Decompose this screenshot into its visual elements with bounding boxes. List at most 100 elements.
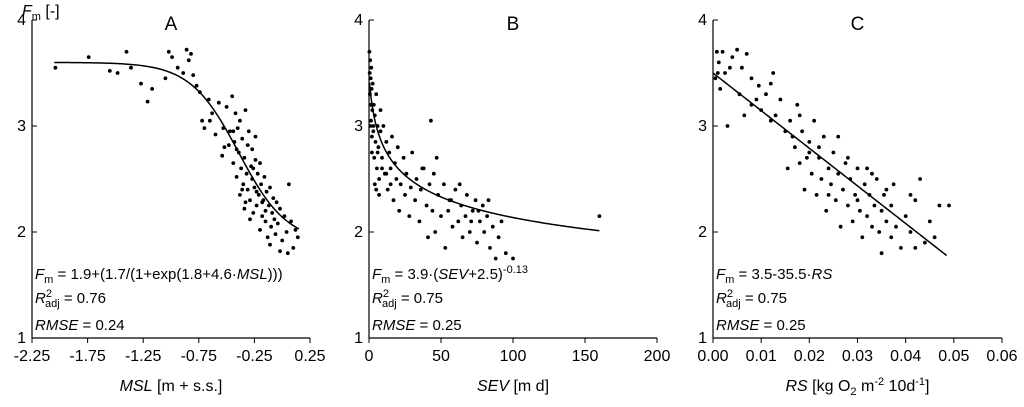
- data-point: [186, 58, 191, 63]
- data-point: [407, 214, 412, 219]
- data-point: [740, 65, 744, 70]
- y-tick-label: 4: [354, 12, 363, 29]
- data-point: [390, 134, 394, 139]
- y-tick-label: 1: [698, 330, 707, 347]
- data-point: [807, 140, 812, 144]
- x-tick-label: -2.25: [14, 348, 51, 365]
- data-point: [735, 47, 739, 52]
- data-point: [241, 182, 246, 187]
- data-point: [853, 193, 857, 197]
- data-point: [446, 208, 451, 213]
- data-point: [370, 150, 374, 155]
- data-point: [858, 208, 862, 213]
- data-point: [269, 224, 273, 229]
- data-point: [819, 177, 824, 181]
- data-point: [289, 219, 293, 224]
- x-axis-title: MSL [m + s.s.]: [120, 378, 223, 395]
- data-point: [184, 47, 189, 52]
- data-point: [371, 129, 376, 134]
- data-point: [270, 211, 275, 215]
- x-tick-label: -0.75: [181, 348, 218, 365]
- data-point: [263, 219, 268, 224]
- data-point: [202, 126, 207, 130]
- data-point: [456, 219, 461, 224]
- data-point: [250, 147, 255, 152]
- data-point: [398, 182, 403, 187]
- data-point: [380, 155, 384, 160]
- data-point: [278, 206, 282, 211]
- data-point: [843, 161, 848, 166]
- data-point: [889, 203, 894, 208]
- data-point: [511, 256, 515, 261]
- data-point: [395, 145, 400, 150]
- data-point: [234, 175, 239, 179]
- data-point: [208, 118, 212, 123]
- data-point: [493, 256, 498, 261]
- data-point: [293, 228, 298, 232]
- data-point: [467, 230, 472, 234]
- fit-equation: Fm = 3.9·(SEV+2.5)-0.13: [372, 264, 528, 286]
- data-point: [795, 102, 800, 107]
- data-point: [206, 97, 211, 102]
- data-point: [908, 193, 913, 197]
- data-point: [282, 214, 287, 219]
- x-tick-label: 50: [432, 348, 450, 365]
- x-tick-label: -1.75: [69, 348, 106, 365]
- data-point: [274, 200, 279, 205]
- x-tick-label: 0.01: [746, 348, 777, 365]
- data-point: [258, 228, 262, 232]
- data-point: [271, 196, 276, 201]
- panel-b: 1 2 3 4 0 50 100 150 200 B Fm = 3.9·(SEV+2.5)-0.13…: [354, 12, 670, 395]
- r2-adj: R2 adj = 0.75: [372, 288, 443, 310]
- data-point: [381, 124, 386, 128]
- data-point: [368, 124, 373, 128]
- data-point: [872, 203, 877, 208]
- x-tick-label: 0.00: [697, 348, 728, 365]
- data-point: [788, 118, 792, 123]
- data-point: [226, 143, 231, 148]
- data-point: [372, 155, 377, 160]
- data-point: [453, 187, 458, 192]
- data-point: [254, 189, 259, 194]
- data-point: [375, 150, 380, 155]
- x-axis-title: RS [kg O2 m-2 10d-1]: [786, 376, 930, 398]
- data-point: [749, 76, 754, 81]
- data-point: [258, 161, 262, 166]
- data-point: [252, 185, 257, 190]
- data-point: [175, 65, 180, 70]
- data-point: [401, 155, 406, 160]
- data-point: [238, 193, 242, 197]
- data-point: [230, 94, 235, 99]
- data-point: [728, 65, 732, 70]
- data-point: [376, 145, 381, 150]
- data-point: [478, 219, 482, 224]
- data-point: [429, 118, 433, 123]
- data-point: [410, 150, 415, 155]
- data-point: [371, 124, 376, 128]
- y-tick-label: 2: [698, 224, 707, 241]
- r2-adj: R2 adj = 0.76: [35, 288, 106, 310]
- data-point: [243, 108, 248, 112]
- data-point: [291, 246, 296, 250]
- data-point: [443, 246, 448, 250]
- data-point: [124, 49, 129, 54]
- x-tick-label: 0.03: [842, 348, 873, 365]
- data-point: [715, 71, 720, 75]
- data-point: [891, 182, 896, 187]
- data-point: [378, 108, 383, 112]
- data-point: [139, 81, 143, 86]
- x-tick-label: 0: [365, 348, 374, 365]
- x-axis-title: SEV [m d]: [477, 378, 549, 395]
- data-point: [836, 171, 841, 176]
- data-point: [239, 166, 244, 171]
- data-point: [129, 65, 133, 70]
- data-point: [384, 171, 389, 176]
- data-point: [231, 161, 236, 166]
- data-point: [802, 187, 807, 192]
- x-tick-label: 0.02: [794, 348, 825, 365]
- data-point: [855, 198, 860, 203]
- panel-a: 1 2 3 4 -2.25 -1.75 -1.25 -0.75 -0.25 0.25 A Fm = 1…: [14, 12, 326, 395]
- y-tick-label: 4: [698, 12, 707, 29]
- data-point: [242, 155, 247, 160]
